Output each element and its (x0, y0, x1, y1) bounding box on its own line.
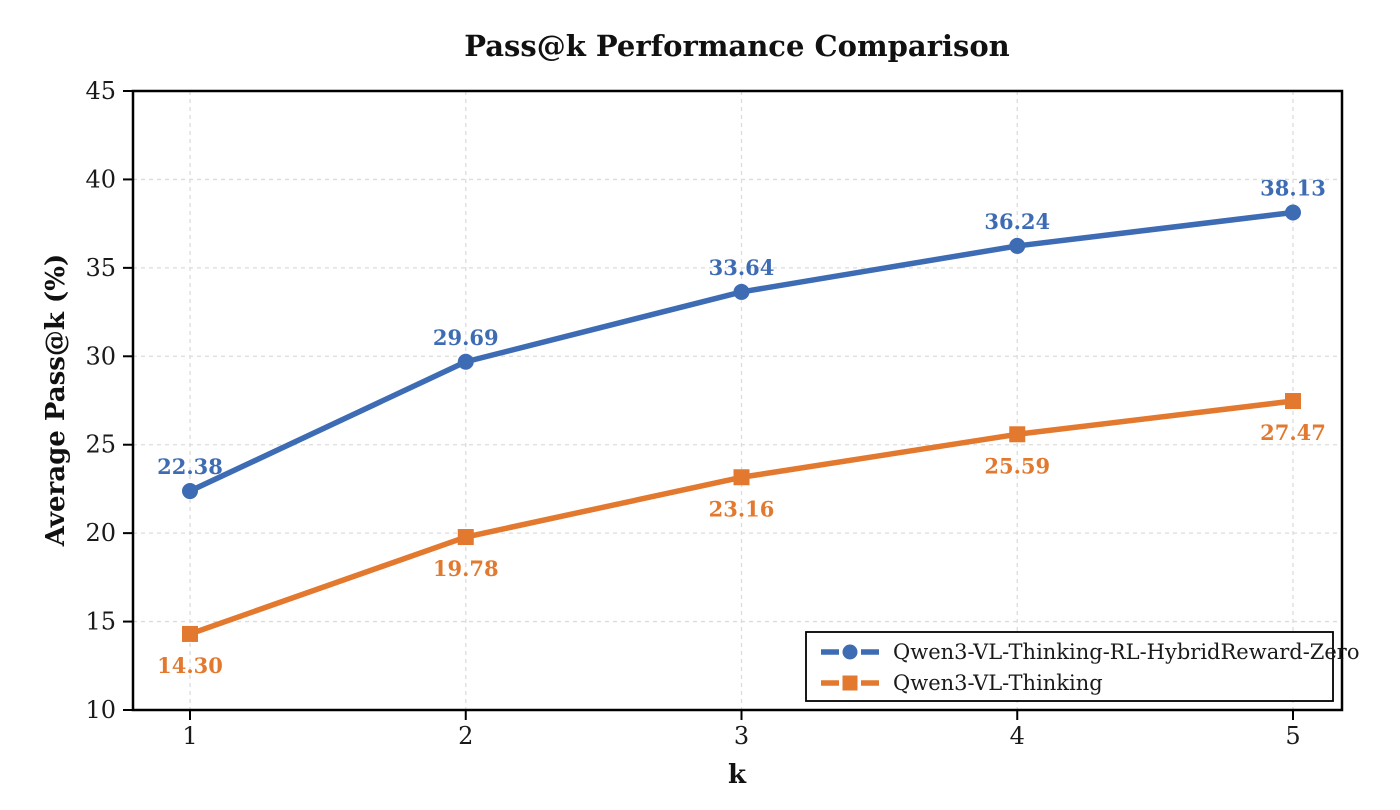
axis-ticks (123, 90, 1294, 720)
legend-label-1: Qwen3-VL-Thinking (893, 671, 1103, 695)
y-tick-label: 30 (85, 342, 116, 370)
value-label: 23.16 (709, 496, 775, 521)
value-label: 22.38 (157, 454, 223, 479)
data-point-circle (457, 353, 474, 370)
data-point-square (1285, 393, 1301, 410)
y-tick-label: 15 (85, 608, 116, 636)
x-tick-label: 3 (734, 722, 749, 750)
value-label: 33.64 (709, 255, 775, 280)
value-label: 27.47 (1260, 420, 1326, 445)
data-point-square (182, 625, 198, 642)
legend-entry-0: Qwen3-VL-Thinking-RL-HybridReward-Zero (821, 640, 1360, 664)
data-point-circle (1285, 204, 1301, 221)
chart-title: Pass@k Performance Comparison (464, 29, 1010, 63)
value-label: 29.69 (433, 325, 499, 350)
y-axis-label: Average Pass@k (%) (41, 254, 71, 547)
x-axis-label: k (728, 760, 747, 790)
legend-entry-1: Qwen3-VL-Thinking (821, 671, 1103, 695)
y-tick-label: 10 (85, 696, 116, 724)
data-series (182, 204, 1301, 642)
plot-border (131, 89, 1344, 712)
x-tick-label: 4 (1010, 722, 1025, 750)
data-point-circle (182, 483, 198, 500)
value-label: 36.24 (984, 209, 1050, 234)
data-point-square (733, 469, 750, 486)
data-point-circle (733, 283, 750, 300)
value-label: 38.13 (1260, 176, 1326, 201)
value-label: 14.30 (157, 653, 223, 678)
y-tick-label: 25 (85, 431, 116, 459)
y-tick-label: 20 (85, 519, 116, 547)
data-value-labels: 22.38 29.69 33.64 36.24 38.13 14.30 19.78 23.16… (157, 176, 1326, 678)
y-tick-label: 40 (85, 165, 116, 193)
data-point-circle (1009, 237, 1026, 254)
legend-circle-marker-icon (842, 644, 858, 660)
legend: Qwen3-VL-Thinking-RL-HybridReward-Zero Q… (805, 631, 1360, 702)
y-tick-label: 45 (85, 77, 116, 105)
data-point-square (1009, 426, 1026, 443)
y-tick-label: 35 (85, 254, 116, 282)
legend-label-0: Qwen3-VL-Thinking-RL-HybridReward-Zero (893, 640, 1360, 664)
x-tick-label: 5 (1285, 722, 1300, 750)
legend-square-marker-icon (842, 675, 858, 691)
value-label: 25.59 (984, 453, 1050, 478)
grid-lines (133, 90, 1342, 711)
data-point-square (457, 529, 474, 546)
x-tick-label: 2 (458, 722, 473, 750)
value-label: 19.78 (433, 556, 499, 581)
x-tick-label: 1 (182, 722, 197, 750)
legend-box (805, 631, 1334, 702)
